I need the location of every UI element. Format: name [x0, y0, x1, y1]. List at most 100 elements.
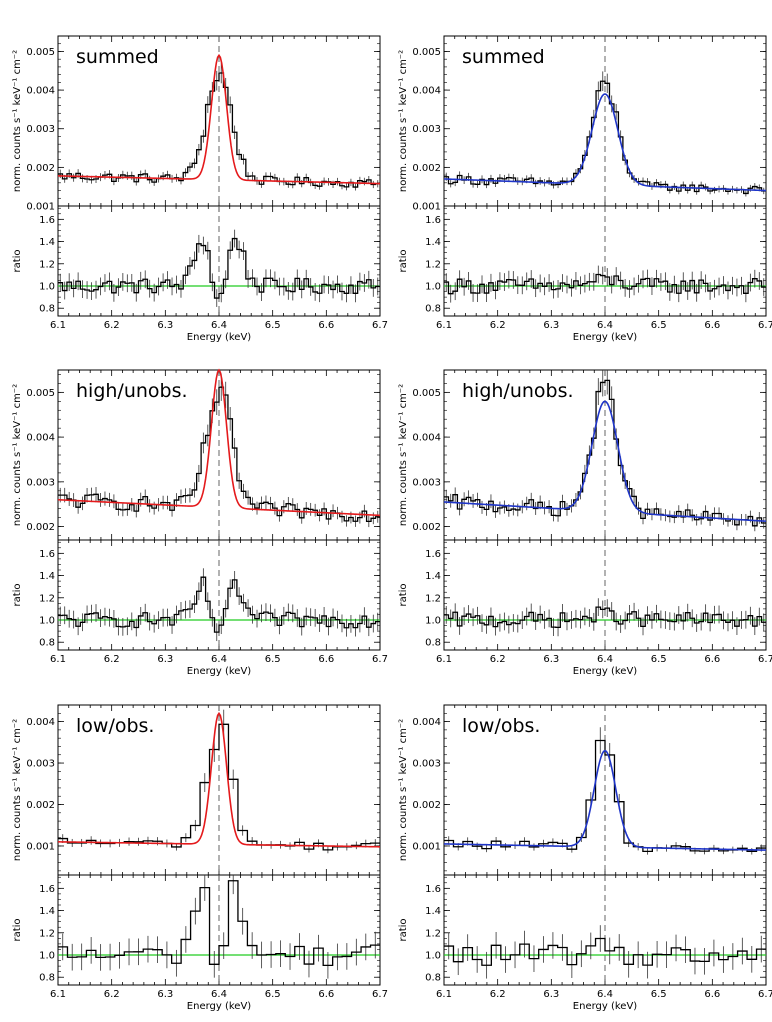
x-tick-label: 6.4	[597, 989, 613, 1000]
x-axis-label: Energy (keV)	[187, 666, 252, 677]
y-tick-label: 0.004	[26, 433, 55, 444]
y-tick-label: 0.004	[412, 433, 441, 444]
ratio-tick-label: 1.4	[425, 906, 441, 917]
x-tick-label: 6.6	[318, 989, 334, 1000]
x-tick-label: 6.4	[597, 320, 613, 331]
model-curve	[57, 53, 381, 185]
x-tick-label: 6.2	[490, 320, 506, 331]
x-tick-label: 6.6	[704, 989, 720, 1000]
x-tick-label: 6.7	[372, 320, 388, 331]
ratio-tick-label: 1.4	[425, 571, 441, 582]
x-tick-label: 6.4	[211, 654, 227, 665]
ratio-tick-label: 1.2	[39, 259, 55, 270]
panel-0: 6.1 6.2 6.3 6.4 6.5 6.6 6.7 Energy (keV) 0.001 0.…	[12, 35, 388, 343]
x-axis-label: Energy (keV)	[187, 1001, 252, 1012]
ratio-tick-label: 1.0	[39, 951, 55, 962]
ratio-tick-label: 0.8	[425, 304, 441, 315]
x-axis-label: Energy (keV)	[573, 666, 638, 677]
y-tick-label: 0.003	[26, 124, 55, 135]
ratio-tick-label: 0.8	[39, 304, 55, 315]
panel-title: low/obs.	[462, 715, 540, 737]
model-curve	[57, 711, 381, 848]
ratio-tick-label: 1.6	[425, 549, 441, 560]
ratio-tick-label: 1.2	[39, 928, 55, 939]
y-axis-label: norm. counts s⁻¹ keV⁻¹ cm⁻²	[398, 50, 409, 192]
spectrum-data-histogram	[58, 386, 380, 523]
y-tick-label: 0.005	[26, 47, 55, 58]
x-tick-label: 6.3	[157, 989, 173, 1000]
x-axis-label: Energy (keV)	[187, 332, 252, 343]
ratio-tick-label: 1.2	[39, 593, 55, 604]
y-axis-label: norm. counts s⁻¹ keV⁻¹ cm⁻²	[12, 719, 23, 861]
model-curve	[443, 749, 767, 851]
ratio-tick-label: 1.0	[39, 616, 55, 627]
ratio-data-histogram	[58, 576, 380, 633]
y-tick-label: 0.004	[26, 717, 55, 728]
ratio-tick-label: 1.0	[425, 616, 441, 627]
ratio-tick-label: 1.0	[425, 951, 441, 962]
x-tick-label: 6.2	[104, 320, 120, 331]
ratio-tick-label: 1.4	[39, 237, 55, 248]
ratio-axis-label: ratio	[12, 249, 23, 272]
y-tick-label: 0.005	[412, 47, 441, 58]
ratio-tick-label: 0.8	[425, 973, 441, 984]
ratio-tick-label: 1.4	[39, 906, 55, 917]
x-tick-label: 6.1	[436, 320, 452, 331]
panel-5: 6.1 6.2 6.3 6.4 6.5 6.6 6.7 Energy (keV) 0.001 0.…	[398, 704, 772, 1012]
y-tick-label: 0.004	[26, 86, 55, 97]
ratio-tick-label: 0.8	[39, 973, 55, 984]
x-tick-label: 6.7	[758, 989, 772, 1000]
y-tick-label: 0.002	[26, 163, 55, 174]
spectrum-data-histogram	[444, 80, 766, 195]
ratio-tick-label: 1.4	[39, 571, 55, 582]
x-tick-label: 6.7	[372, 654, 388, 665]
y-tick-label: 0.005	[412, 388, 441, 399]
x-tick-label: 6.2	[104, 989, 120, 1000]
ratio-axis-label: ratio	[398, 918, 409, 941]
x-tick-label: 6.7	[372, 989, 388, 1000]
ratio-tick-label: 1.6	[39, 549, 55, 560]
panel-3: 6.1 6.2 6.3 6.4 6.5 6.6 6.7 Energy (keV) 0.002 0.…	[398, 369, 772, 677]
x-tick-label: 6.6	[318, 320, 334, 331]
panel-2: 6.1 6.2 6.3 6.4 6.5 6.6 6.7 Energy (keV) 0.002 0.…	[12, 368, 388, 677]
ratio-data-histogram	[58, 880, 380, 966]
ratio-data-histogram	[444, 937, 766, 966]
x-axis-label: Energy (keV)	[573, 1001, 638, 1012]
panel-title: high/unobs.	[76, 380, 188, 402]
x-tick-label: 6.2	[490, 654, 506, 665]
ratio-tick-label: 0.8	[425, 638, 441, 649]
x-tick-label: 6.3	[157, 654, 173, 665]
y-tick-label: 0.002	[26, 800, 55, 811]
y-tick-label: 0.001	[26, 202, 55, 213]
x-tick-label: 6.5	[651, 320, 667, 331]
x-tick-label: 6.4	[211, 989, 227, 1000]
ratio-axis-label: ratio	[12, 583, 23, 606]
y-tick-label: 0.002	[412, 800, 441, 811]
x-tick-label: 6.3	[543, 989, 559, 1000]
ratio-axis-label: ratio	[398, 583, 409, 606]
y-tick-label: 0.003	[412, 477, 441, 488]
y-axis-label: norm. counts s⁻¹ keV⁻¹ cm⁻²	[398, 384, 409, 526]
x-tick-label: 6.1	[50, 654, 66, 665]
x-tick-label: 6.6	[704, 654, 720, 665]
x-tick-label: 6.1	[50, 989, 66, 1000]
x-tick-label: 6.5	[651, 989, 667, 1000]
y-tick-label: 0.001	[412, 202, 441, 213]
x-tick-label: 6.5	[265, 654, 281, 665]
y-tick-label: 0.004	[412, 86, 441, 97]
error-bars	[445, 370, 765, 637]
y-tick-label: 0.003	[26, 759, 55, 770]
y-tick-label: 0.001	[26, 841, 55, 852]
y-tick-label: 0.005	[26, 388, 55, 399]
panel-1: 6.1 6.2 6.3 6.4 6.5 6.6 6.7 Energy (keV) 0.001 0.…	[398, 35, 772, 343]
ratio-tick-label: 1.6	[425, 884, 441, 895]
x-tick-label: 6.4	[597, 654, 613, 665]
y-axis-label: norm. counts s⁻¹ keV⁻¹ cm⁻²	[398, 719, 409, 861]
x-tick-label: 6.2	[104, 654, 120, 665]
spectrum-data-histogram	[444, 379, 766, 527]
x-tick-label: 6.3	[543, 320, 559, 331]
x-tick-label: 6.6	[318, 654, 334, 665]
x-tick-label: 6.7	[758, 320, 772, 331]
y-tick-label: 0.002	[26, 522, 55, 533]
